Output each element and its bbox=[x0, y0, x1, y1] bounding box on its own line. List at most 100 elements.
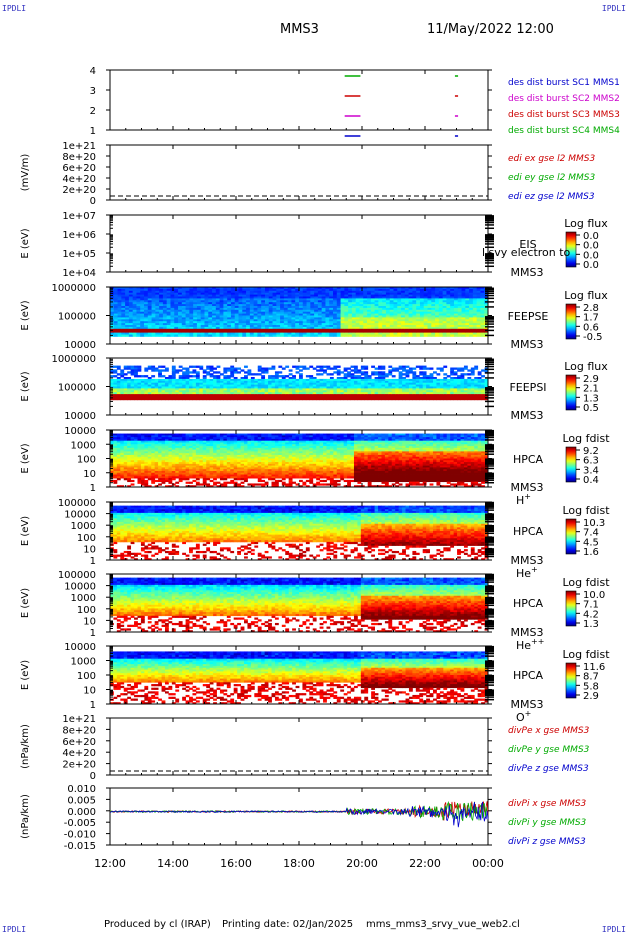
heatmap-cell bbox=[431, 298, 436, 301]
heatmap-cell bbox=[113, 454, 118, 458]
heatmap-cell bbox=[246, 287, 251, 290]
heatmap-cell bbox=[204, 290, 209, 294]
heatmap-cell bbox=[140, 437, 145, 440]
heatmap-cell bbox=[472, 321, 478, 324]
heatmap-cell bbox=[350, 388, 355, 391]
heatmap-cell bbox=[171, 454, 176, 458]
heatmap-cell bbox=[226, 369, 231, 372]
heatmap-cell bbox=[128, 332, 134, 335]
heatmap-cell bbox=[257, 309, 262, 313]
heatmap-cell bbox=[154, 474, 159, 477]
heatmap-cell bbox=[287, 313, 292, 316]
heatmap-cell bbox=[161, 397, 166, 401]
heatmap-cell bbox=[457, 302, 462, 305]
heatmap-cell bbox=[317, 304, 323, 307]
heatmap-cell bbox=[408, 302, 413, 305]
heatmap-cell bbox=[199, 384, 204, 387]
heatmap-cell bbox=[196, 319, 202, 322]
heatmap-cell bbox=[268, 313, 273, 316]
heatmap-cell bbox=[161, 451, 166, 454]
heatmap-cell bbox=[405, 380, 410, 384]
heatmap-cell bbox=[193, 317, 198, 320]
heatmap-cell bbox=[185, 369, 190, 372]
heatmap-cell bbox=[385, 298, 391, 301]
heatmap-cell bbox=[457, 384, 461, 387]
heatmap-cell bbox=[206, 380, 211, 384]
heatmap-cell bbox=[166, 298, 171, 301]
heatmap-cell bbox=[348, 290, 353, 294]
series-label: edi ex gse l2 MMS3 bbox=[508, 154, 595, 164]
heatmap-cell bbox=[181, 309, 186, 313]
heatmap-cell bbox=[457, 321, 462, 324]
heatmap-cell bbox=[397, 306, 402, 309]
heatmap-cell bbox=[264, 323, 270, 326]
heatmap-cell bbox=[378, 319, 383, 322]
heatmap-cell bbox=[382, 334, 387, 337]
heatmap-cell bbox=[261, 382, 266, 385]
heatmap-cell bbox=[261, 377, 266, 380]
heatmap-cell bbox=[427, 296, 432, 299]
heatmap-cell bbox=[317, 334, 323, 337]
heatmap-cell bbox=[384, 380, 389, 384]
heatmap-cell bbox=[382, 294, 387, 297]
heatmap-cell bbox=[154, 384, 159, 387]
heatmap-cell bbox=[234, 294, 239, 297]
heatmap-cell bbox=[161, 470, 166, 474]
heatmap-cell bbox=[121, 325, 126, 328]
heatmap-cell bbox=[450, 367, 455, 370]
heatmap-cell bbox=[391, 375, 396, 378]
heatmap-cell bbox=[385, 328, 391, 332]
heatmap-cell bbox=[427, 287, 432, 290]
heatmap-cell bbox=[147, 290, 152, 294]
heatmap-cell bbox=[438, 311, 444, 314]
heatmap-cell bbox=[151, 365, 156, 368]
heatmap-cell bbox=[168, 444, 173, 447]
heatmap-cell bbox=[329, 315, 334, 318]
heatmap-cell bbox=[348, 323, 353, 326]
heatmap-cell bbox=[230, 296, 236, 299]
heatmap-cell bbox=[144, 309, 149, 313]
heatmap-cell bbox=[382, 300, 387, 303]
heatmap-cell bbox=[439, 396, 444, 399]
heatmap-cell bbox=[223, 367, 228, 370]
heatmap-cell bbox=[443, 380, 448, 384]
heatmap-cell bbox=[367, 302, 372, 305]
heatmap-cell bbox=[367, 332, 372, 335]
heatmap-cell bbox=[402, 394, 406, 397]
heatmap-cell bbox=[435, 288, 440, 292]
heatmap-cell bbox=[159, 321, 164, 324]
heatmap-cell bbox=[453, 292, 459, 295]
heatmap-cell bbox=[253, 304, 258, 307]
heatmap-cell bbox=[195, 394, 200, 397]
heatmap-cell bbox=[306, 307, 311, 311]
heatmap-cell bbox=[174, 321, 179, 324]
heatmap-cell bbox=[230, 290, 236, 294]
heatmap-cell bbox=[166, 302, 171, 305]
heatmap-cell bbox=[174, 328, 179, 332]
heatmap-cell bbox=[442, 309, 447, 313]
heatmap-cell bbox=[175, 454, 180, 458]
heatmap-cell bbox=[136, 298, 141, 301]
heatmap-cell bbox=[208, 317, 213, 320]
heatmap-cell bbox=[370, 323, 375, 326]
corner-label-br: IPDLI bbox=[601, 925, 626, 934]
heatmap-cell bbox=[238, 292, 243, 295]
heatmap-cell bbox=[200, 313, 205, 316]
heatmap-cell bbox=[227, 319, 232, 322]
heatmap-cell bbox=[363, 321, 368, 324]
heatmap-cell bbox=[171, 442, 176, 445]
heatmap-cell bbox=[168, 472, 173, 475]
heatmap-cell bbox=[401, 306, 406, 309]
heatmap-cell bbox=[192, 371, 197, 374]
heatmap-cell bbox=[378, 367, 382, 370]
heatmap-cell bbox=[416, 326, 421, 330]
heatmap-cell bbox=[389, 296, 394, 299]
heatmap-cell bbox=[280, 300, 285, 303]
heatmap-cell bbox=[185, 388, 190, 391]
heatmap-cell bbox=[446, 290, 451, 294]
heatmap-cell bbox=[278, 397, 283, 401]
heatmap-cell bbox=[128, 300, 134, 303]
heatmap-cell bbox=[130, 453, 135, 456]
heatmap-cell bbox=[159, 296, 164, 299]
heatmap-cell bbox=[181, 307, 186, 311]
